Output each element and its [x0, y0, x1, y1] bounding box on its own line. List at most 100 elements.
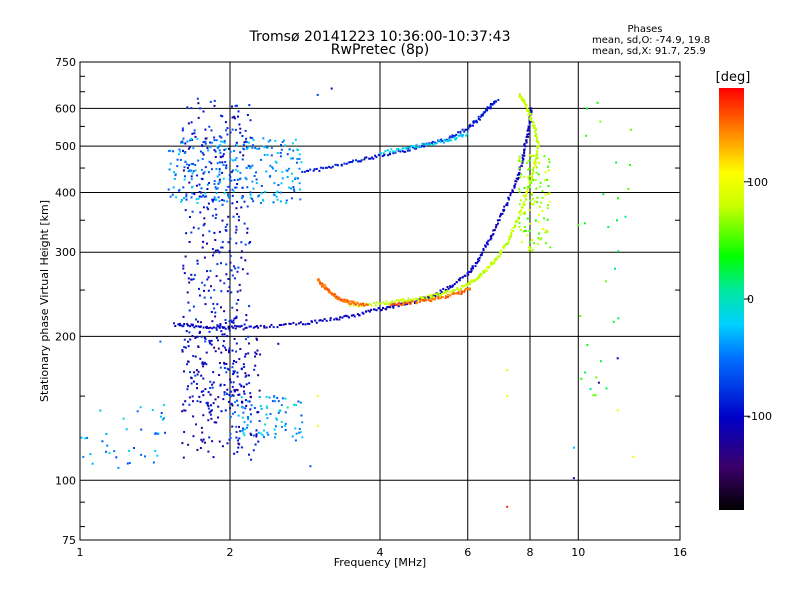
- cluster-point: [214, 208, 217, 211]
- trace-point: [529, 119, 532, 122]
- cluster-point: [224, 229, 227, 232]
- trace-point: [518, 173, 520, 176]
- cluster-point: [209, 380, 212, 383]
- trace-point: [324, 166, 327, 169]
- cluster-point: [224, 409, 227, 412]
- cluster-point: [187, 147, 190, 150]
- trace-point: [404, 302, 407, 305]
- trace-point: [353, 300, 356, 303]
- cluster-point: [249, 395, 252, 398]
- cluster-point: [599, 360, 602, 363]
- outlier-point: [316, 424, 319, 427]
- trace-point: [464, 128, 467, 131]
- trace-point: [433, 293, 436, 296]
- trace-point: [343, 162, 346, 165]
- cluster-point: [239, 131, 242, 134]
- cluster-point: [221, 155, 224, 158]
- cluster-point: [298, 428, 301, 430]
- trace-point: [280, 324, 283, 326]
- cluster-point: [231, 169, 234, 172]
- trace-point: [536, 153, 539, 156]
- cluster-point: [207, 391, 210, 394]
- trace-point: [475, 262, 478, 265]
- trace-point: [527, 132, 530, 135]
- cluster-point: [298, 431, 301, 434]
- cluster-point: [258, 396, 261, 398]
- cluster-point: [191, 210, 194, 213]
- cluster-point: [242, 411, 245, 414]
- cluster-point: [528, 248, 531, 251]
- trace-point: [523, 152, 525, 155]
- trace-point: [526, 107, 529, 110]
- cluster-point: [231, 425, 234, 428]
- cluster-point: [227, 349, 230, 352]
- trace-point: [382, 152, 385, 155]
- cluster-point: [236, 178, 239, 181]
- trace-point: [440, 138, 443, 141]
- cluster-point: [546, 192, 549, 195]
- cluster-point: [156, 454, 159, 457]
- cluster-point: [183, 197, 185, 200]
- cluster-point: [189, 170, 192, 172]
- trace-point: [527, 127, 530, 130]
- cluster-point: [519, 176, 522, 179]
- trace-point: [437, 293, 440, 296]
- cluster-point: [199, 357, 202, 360]
- cluster-point: [209, 387, 212, 389]
- cluster-point: [200, 187, 203, 190]
- cluster-point: [203, 289, 205, 292]
- trace-point: [311, 320, 314, 323]
- cluster-point: [185, 195, 188, 198]
- cluster-point: [222, 164, 225, 166]
- trace-point: [530, 107, 533, 110]
- trace-point: [358, 303, 361, 306]
- cluster-point: [216, 187, 219, 190]
- cluster-point: [195, 198, 198, 201]
- cluster-point: [188, 309, 191, 312]
- cluster-point: [211, 248, 214, 250]
- trace-point: [526, 129, 529, 132]
- cluster-point: [239, 430, 242, 433]
- cluster-point: [182, 456, 185, 459]
- trace-point: [392, 302, 395, 305]
- cluster-point: [221, 445, 224, 448]
- cluster-point: [189, 338, 192, 341]
- cluster-point: [235, 186, 238, 189]
- cluster-point: [279, 409, 282, 412]
- trace-point: [402, 303, 405, 306]
- cluster-point: [115, 456, 118, 459]
- cluster-point: [244, 176, 247, 179]
- cluster-point: [248, 382, 251, 385]
- trace-point: [414, 301, 417, 303]
- cluster-point: [221, 333, 224, 336]
- cluster-point: [235, 431, 238, 433]
- cluster-point: [235, 242, 238, 245]
- trace-point: [437, 139, 440, 142]
- cluster-point: [245, 141, 248, 143]
- trace-point: [357, 305, 360, 308]
- trace-point: [348, 316, 350, 319]
- cluster-point: [223, 310, 226, 313]
- cluster-point: [529, 180, 532, 183]
- trace-point: [197, 325, 200, 328]
- trace-point: [448, 139, 451, 142]
- cluster-point: [202, 414, 205, 417]
- trace-point: [415, 143, 418, 146]
- cluster-point: [235, 425, 238, 428]
- trace-point: [323, 318, 326, 321]
- cluster-point: [274, 139, 277, 142]
- cluster-point: [268, 396, 271, 399]
- cluster-point: [199, 211, 202, 214]
- trace-point: [446, 290, 449, 293]
- trace-point: [493, 102, 496, 105]
- trace-point: [487, 239, 490, 242]
- cluster-point: [162, 417, 165, 420]
- trace-point: [522, 203, 525, 206]
- trace-point: [364, 156, 367, 159]
- cluster-point: [202, 153, 205, 156]
- trace-point: [330, 293, 333, 296]
- cluster-point: [216, 303, 219, 306]
- cluster-point: [534, 219, 537, 222]
- cluster-point: [224, 148, 227, 151]
- cluster-point: [285, 169, 288, 172]
